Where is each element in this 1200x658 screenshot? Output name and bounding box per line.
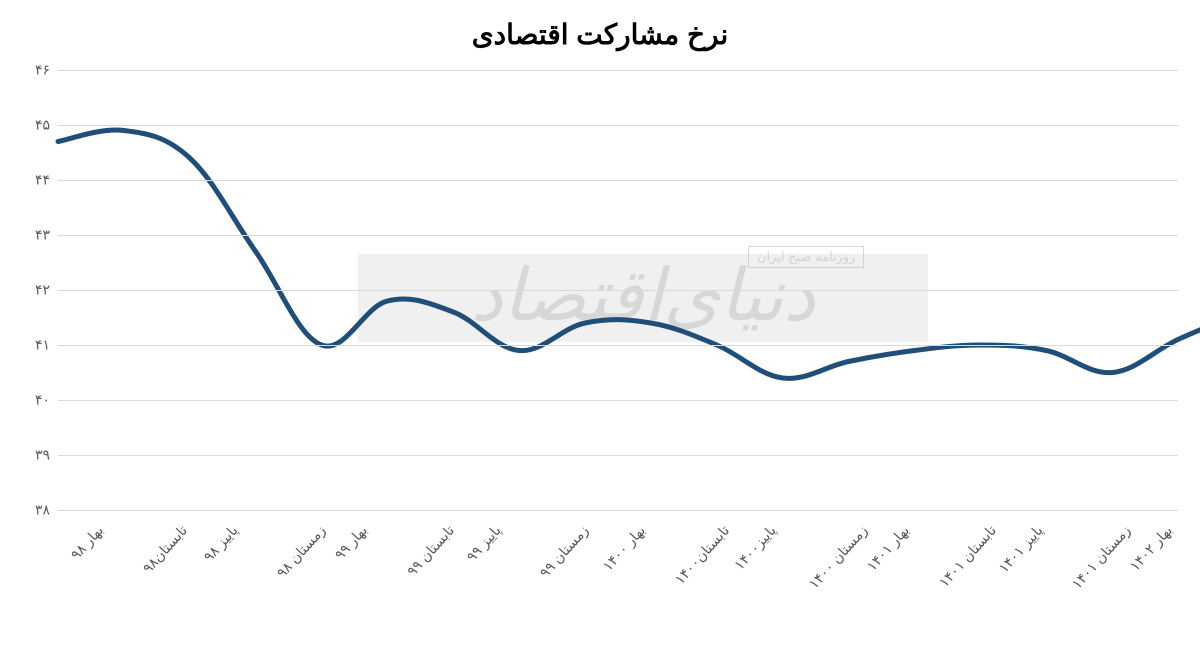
y-axis-tick: ۳۹ — [18, 447, 50, 464]
y-axis-tick: ۴۶ — [18, 62, 50, 79]
gridline — [58, 235, 1178, 236]
x-axis-tick: پاییز ۹۹ — [463, 522, 504, 565]
x-axis-tick: تابستان۱۴۰۰ — [671, 522, 733, 588]
y-axis-tick: ۴۰ — [18, 392, 50, 409]
y-axis-tick: ۴۴ — [18, 172, 50, 189]
data-line — [58, 130, 1200, 378]
gridline — [58, 125, 1178, 126]
x-axis-tick: زمستان ۹۸ — [273, 522, 329, 581]
y-axis-tick: ۴۱ — [18, 337, 50, 354]
x-axis-tick: پاییز ۹۸ — [200, 522, 241, 565]
gridline — [58, 345, 1178, 346]
gridline — [58, 290, 1178, 291]
x-axis-tick: بهار ۱۴۰۰ — [599, 522, 649, 575]
x-axis-tick: تابستان۹۸ — [139, 522, 191, 577]
x-axis-tick: بهار ۱۴۰۲ — [1126, 522, 1176, 575]
gridline — [58, 70, 1178, 71]
y-axis-tick: ۴۳ — [18, 227, 50, 244]
chart-title: نرخ مشارکت اقتصادی — [0, 0, 1200, 51]
gridline — [58, 455, 1178, 456]
x-axis-tick: تابستان ۹۹ — [404, 522, 458, 580]
gridline — [58, 180, 1178, 181]
gridline — [58, 400, 1178, 401]
plot-container: ۳۸۳۹۴۰۴۱۴۲۴۳۴۴۴۵۴۶بهار ۹۸تابستان۹۸پاییز … — [58, 70, 1178, 510]
x-axis-tick: زمستان ۹۹ — [537, 522, 593, 581]
chart-plot-area: دنیای‌اقتصاد روزنامه صبح ایران ۳۸۳۹۴۰۴۱۴… — [58, 70, 1178, 510]
x-axis-tick: بهار ۹۸ — [67, 522, 107, 563]
x-axis-tick: بهار ۱۴۰۱ — [863, 522, 913, 575]
x-axis-tick: پاییز ۱۴۰۱ — [996, 522, 1047, 576]
y-axis-tick: ۴۵ — [18, 117, 50, 134]
x-axis-tick: پاییز۱۴۰۰ — [731, 522, 780, 574]
x-axis-tick: زمستان ۱۴۰۱ — [1069, 522, 1135, 592]
x-axis-tick: تابستان ۱۴۰۱ — [936, 522, 1000, 591]
x-axis-tick: بهار ۹۹ — [331, 522, 371, 563]
y-axis-tick: ۴۲ — [18, 282, 50, 299]
gridline — [58, 510, 1178, 511]
y-axis-tick: ۳۸ — [18, 502, 50, 519]
x-axis-tick: زمستان ۱۴۰۰ — [805, 522, 871, 592]
